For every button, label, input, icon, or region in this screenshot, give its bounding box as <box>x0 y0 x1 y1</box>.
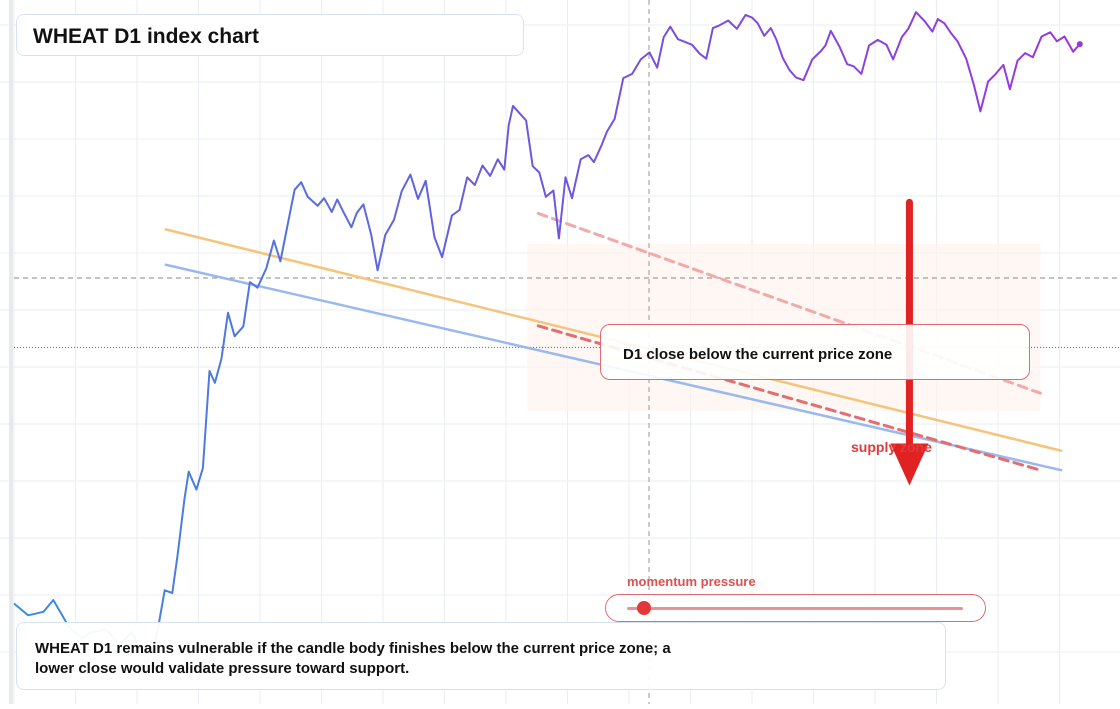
supply-zone-label: supply zone <box>851 439 932 455</box>
down-arrow-head <box>890 443 929 486</box>
momentum-track <box>627 607 963 610</box>
chart-title: WHEAT D1 index chart <box>33 25 259 48</box>
momentum-label: momentum pressure <box>627 574 756 589</box>
momentum-gauge <box>605 594 986 622</box>
caption-box: WHEAT D1 remains vulnerable if the candl… <box>16 622 946 690</box>
callout-text: D1 close below the current price zone <box>623 346 893 363</box>
last-price-dot <box>1076 41 1083 48</box>
title-box: WHEAT D1 index chart <box>16 14 524 56</box>
trendline-3 <box>536 324 1042 472</box>
callout-box: D1 close below the current price zone <box>600 324 1030 380</box>
momentum-knob <box>636 601 651 615</box>
caption-text: WHEAT D1 remains vulnerable if the candl… <box>35 640 671 677</box>
price-line <box>13 11 1081 654</box>
